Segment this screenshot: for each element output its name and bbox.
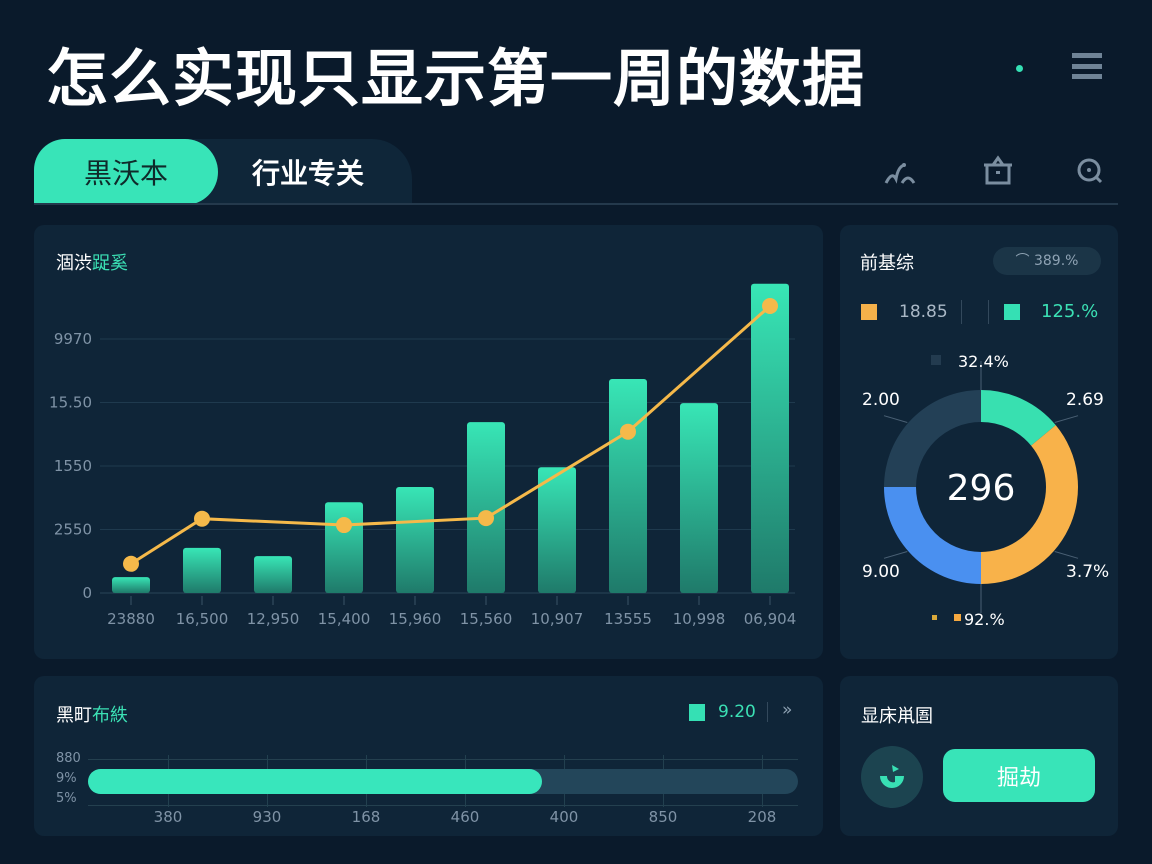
line-point bbox=[478, 510, 494, 527]
legend-swatch-teal bbox=[1004, 304, 1020, 320]
legend-value: 9.20 bbox=[718, 702, 756, 722]
line-point bbox=[620, 423, 636, 440]
bar bbox=[751, 283, 789, 593]
legend-divider bbox=[961, 300, 962, 324]
donut-chart bbox=[883, 360, 1079, 614]
hamburger-icon[interactable] bbox=[1072, 53, 1102, 79]
bar bbox=[680, 403, 718, 593]
donut-segment bbox=[981, 425, 1078, 584]
x-label: 380 bbox=[153, 808, 183, 826]
line-series bbox=[130, 304, 771, 566]
x-label: 400 bbox=[549, 808, 579, 826]
bar bbox=[183, 547, 221, 593]
donut-label-right-top: 2.69 bbox=[1066, 390, 1104, 410]
leader-line bbox=[883, 415, 908, 423]
donut-segment bbox=[884, 390, 981, 487]
y-tick-label: 9970 bbox=[54, 330, 92, 348]
label-marker bbox=[932, 615, 937, 620]
gridline bbox=[88, 805, 798, 806]
x-tick-label: 06,904 bbox=[744, 610, 797, 628]
action-title: 显床鼡圄 bbox=[861, 706, 933, 727]
bar bbox=[396, 486, 434, 593]
legend-divider bbox=[988, 300, 989, 324]
share-nodes-icon[interactable] bbox=[882, 153, 922, 189]
label-marker bbox=[954, 614, 961, 621]
more-arrow-icon[interactable]: » bbox=[782, 700, 793, 720]
main-chart-title: 涸渋踀奚 bbox=[56, 253, 128, 274]
bar-line-chart: 0 2550 1550 15.50 9970 23880 16,500 12,950 15,40… bbox=[49, 283, 797, 628]
x-tick-label: 15,400 bbox=[318, 610, 371, 628]
y-tick-label: 2550 bbox=[54, 521, 92, 539]
x-label: 460 bbox=[450, 808, 480, 826]
tab-active[interactable]: 黒沃本 bbox=[34, 139, 218, 205]
x-label: 930 bbox=[252, 808, 282, 826]
status-dot bbox=[1016, 65, 1023, 72]
donut-label-right-bottom: 3.7% bbox=[1066, 562, 1110, 582]
x-tick-label: 10,907 bbox=[531, 610, 584, 628]
donut-label-top: 32.4% bbox=[958, 352, 1009, 371]
donut-label-bottom: 92.% bbox=[964, 610, 1005, 629]
x-tick-label: 15,960 bbox=[389, 610, 442, 628]
x-tick-label: 13555 bbox=[604, 610, 652, 628]
bar bbox=[254, 556, 292, 593]
progress-fill bbox=[88, 769, 543, 794]
y-label: 9% bbox=[56, 771, 77, 786]
legend-swatch bbox=[689, 704, 705, 721]
x-label: 168 bbox=[351, 808, 381, 826]
x-label: 850 bbox=[648, 808, 678, 826]
progress-title: 黑町布紩 bbox=[56, 705, 128, 726]
legend-swatch-orange bbox=[861, 304, 877, 320]
bar bbox=[467, 422, 505, 593]
bar bbox=[538, 467, 576, 593]
donut-label-left-top: 2.00 bbox=[862, 390, 900, 410]
x-tick-label: 23880 bbox=[107, 610, 155, 628]
line-point bbox=[762, 297, 778, 314]
bar bbox=[609, 379, 647, 593]
legend-value-orange: 18.85 bbox=[899, 302, 948, 322]
y-tick-label: 15.50 bbox=[49, 394, 92, 412]
leader-line bbox=[883, 551, 908, 559]
donut-badge[interactable]: ⌒ 389.% bbox=[993, 247, 1101, 275]
line-point bbox=[194, 510, 210, 527]
donut-title: 前基综 bbox=[860, 253, 914, 274]
x-tick-label: 15,560 bbox=[460, 610, 513, 628]
action-button[interactable]: 掘劫 bbox=[943, 749, 1095, 802]
x-tick-label: 10,998 bbox=[673, 610, 726, 628]
divider bbox=[767, 702, 768, 722]
donut-segment bbox=[884, 487, 981, 584]
y-label: 5% bbox=[56, 791, 77, 806]
donut-center-value: 296 bbox=[946, 468, 1016, 509]
line-point bbox=[123, 555, 139, 572]
line-point bbox=[336, 517, 352, 534]
donut-segment bbox=[981, 390, 1056, 446]
progress-card bbox=[34, 676, 823, 836]
donut-label-left-bottom: 9.00 bbox=[862, 562, 900, 582]
bar bbox=[325, 502, 363, 593]
x-tick-label: 16,500 bbox=[176, 610, 229, 628]
y-tick-label: 1550 bbox=[54, 457, 92, 475]
briefcase-icon[interactable] bbox=[978, 153, 1018, 189]
y-tick-label: 0 bbox=[82, 584, 92, 602]
x-label: 208 bbox=[747, 808, 777, 826]
leader-line bbox=[1054, 551, 1079, 559]
donut-card bbox=[840, 225, 1118, 659]
leader-line bbox=[1054, 415, 1079, 423]
tab-industry[interactable]: 行业专关 bbox=[251, 157, 364, 190]
legend-value-teal: 125.% bbox=[1041, 301, 1099, 322]
y-label: 880 bbox=[56, 751, 81, 766]
label-marker bbox=[931, 355, 941, 365]
search-icon[interactable] bbox=[1070, 153, 1110, 189]
refresh-logo-icon[interactable] bbox=[861, 746, 923, 808]
gridline bbox=[88, 759, 798, 760]
bar bbox=[112, 577, 150, 593]
x-tick-label: 12,950 bbox=[247, 610, 300, 628]
page-title: 怎么实现只显示第一周的数据 bbox=[46, 42, 866, 115]
divider bbox=[34, 203, 1118, 205]
